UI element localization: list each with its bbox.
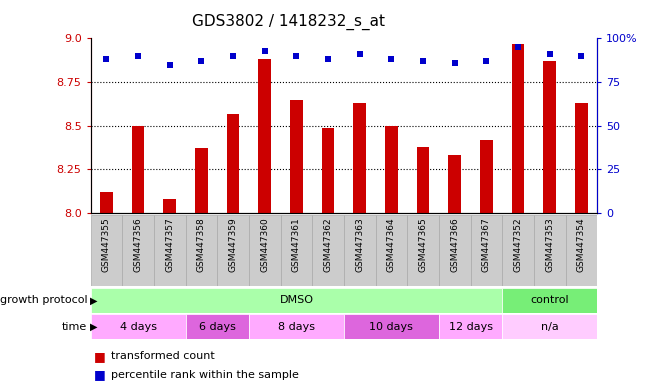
Text: ▶: ▶ xyxy=(90,321,97,332)
Bar xyxy=(354,103,366,213)
Text: percentile rank within the sample: percentile rank within the sample xyxy=(111,370,299,380)
Point xyxy=(164,61,175,68)
Text: GSM447365: GSM447365 xyxy=(419,217,427,272)
Point xyxy=(513,44,523,50)
Bar xyxy=(344,215,376,286)
Point xyxy=(133,53,144,59)
Bar xyxy=(480,140,493,213)
Text: GSM447364: GSM447364 xyxy=(387,217,396,272)
Text: GSM447358: GSM447358 xyxy=(197,217,206,272)
Text: 6 days: 6 days xyxy=(199,321,236,332)
Bar xyxy=(439,215,470,286)
Text: time: time xyxy=(62,321,87,332)
Bar xyxy=(512,44,524,213)
Bar xyxy=(417,147,429,213)
Text: GSM447354: GSM447354 xyxy=(577,217,586,272)
Point xyxy=(450,60,460,66)
Bar xyxy=(195,149,208,213)
Point xyxy=(260,48,270,54)
Bar xyxy=(502,215,534,286)
Text: GSM447357: GSM447357 xyxy=(165,217,174,272)
Point xyxy=(576,53,586,59)
Text: growth protocol: growth protocol xyxy=(0,295,87,306)
Text: GSM447366: GSM447366 xyxy=(450,217,459,272)
Bar xyxy=(385,126,398,213)
Text: GSM447361: GSM447361 xyxy=(292,217,301,272)
Text: 8 days: 8 days xyxy=(278,321,315,332)
Point xyxy=(481,58,492,64)
Bar xyxy=(164,199,176,213)
Point xyxy=(544,51,555,57)
Bar xyxy=(154,215,186,286)
Bar xyxy=(249,314,344,339)
Text: transformed count: transformed count xyxy=(111,351,215,361)
Text: GDS3802 / 1418232_s_at: GDS3802 / 1418232_s_at xyxy=(192,13,385,30)
Bar xyxy=(186,314,249,339)
Bar xyxy=(122,215,154,286)
Bar xyxy=(91,288,502,313)
Text: DMSO: DMSO xyxy=(279,295,313,306)
Bar xyxy=(217,215,249,286)
Text: GSM447356: GSM447356 xyxy=(134,217,142,272)
Bar xyxy=(321,127,334,213)
Text: GSM447359: GSM447359 xyxy=(229,217,238,272)
Bar xyxy=(91,314,186,339)
Bar xyxy=(280,215,312,286)
Text: 12 days: 12 days xyxy=(448,321,493,332)
Bar xyxy=(258,60,271,213)
Point xyxy=(227,53,238,59)
Bar xyxy=(290,99,303,213)
Text: ■: ■ xyxy=(94,350,109,363)
Bar xyxy=(502,288,597,313)
Text: GSM447352: GSM447352 xyxy=(513,217,523,272)
Bar xyxy=(91,215,122,286)
Bar xyxy=(312,215,344,286)
Bar xyxy=(376,215,407,286)
Text: GSM447362: GSM447362 xyxy=(323,217,333,272)
Bar xyxy=(249,215,280,286)
Text: GSM447353: GSM447353 xyxy=(546,217,554,272)
Text: GSM447360: GSM447360 xyxy=(260,217,269,272)
Bar xyxy=(227,114,240,213)
Text: 10 days: 10 days xyxy=(370,321,413,332)
Bar xyxy=(186,215,217,286)
Point xyxy=(196,58,207,64)
Bar xyxy=(132,126,144,213)
Bar xyxy=(544,61,556,213)
Point xyxy=(291,53,302,59)
Text: GSM447363: GSM447363 xyxy=(355,217,364,272)
Text: control: control xyxy=(530,295,569,306)
Bar xyxy=(439,314,502,339)
Bar xyxy=(407,215,439,286)
Bar xyxy=(448,156,461,213)
Bar xyxy=(534,215,566,286)
Bar xyxy=(344,314,439,339)
Point xyxy=(101,56,112,63)
Bar xyxy=(566,215,597,286)
Text: ▶: ▶ xyxy=(90,295,97,306)
Bar xyxy=(575,103,588,213)
Text: GSM447367: GSM447367 xyxy=(482,217,491,272)
Text: GSM447355: GSM447355 xyxy=(102,217,111,272)
Point xyxy=(417,58,428,64)
Text: ■: ■ xyxy=(94,368,109,381)
Bar xyxy=(470,215,502,286)
Point xyxy=(354,51,365,57)
Text: n/a: n/a xyxy=(541,321,558,332)
Bar xyxy=(502,314,597,339)
Bar xyxy=(100,192,113,213)
Point xyxy=(323,56,333,63)
Point xyxy=(386,56,397,63)
Text: 4 days: 4 days xyxy=(119,321,156,332)
